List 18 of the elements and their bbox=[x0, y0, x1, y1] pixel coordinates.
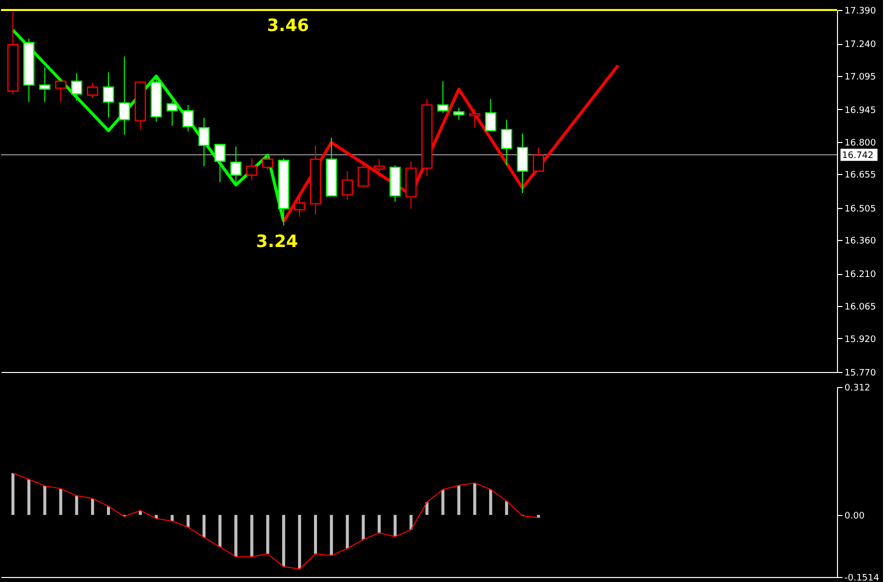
annotation: 3.24 bbox=[256, 232, 298, 252]
y-tick-label: 15.770 bbox=[844, 368, 876, 378]
y-tick-label: 0.312 bbox=[844, 384, 870, 394]
y-tick-label: 16.945 bbox=[844, 106, 876, 116]
y-tick-label: 16.210 bbox=[844, 270, 876, 280]
y-tick-label: 16.800 bbox=[844, 138, 876, 148]
ref-line-label: 16.742 bbox=[842, 150, 874, 161]
y-tick-label: 16.065 bbox=[844, 302, 876, 313]
y-tick-label: 0.00 bbox=[844, 511, 865, 522]
y-tick-label: 17.240 bbox=[844, 40, 876, 50]
y-tick-label: 15.920 bbox=[844, 334, 876, 345]
y-tick-label: -0.1514 bbox=[844, 574, 880, 582]
y-tick-label: 17.095 bbox=[844, 72, 876, 82]
y-tick-label: 16.505 bbox=[844, 204, 876, 214]
y-tick-label: 16.655 bbox=[844, 170, 876, 181]
y-tick-label: 17.390 bbox=[844, 6, 876, 16]
annotation: 3.46 bbox=[267, 16, 309, 36]
y-tick-label: 16.360 bbox=[844, 236, 876, 247]
